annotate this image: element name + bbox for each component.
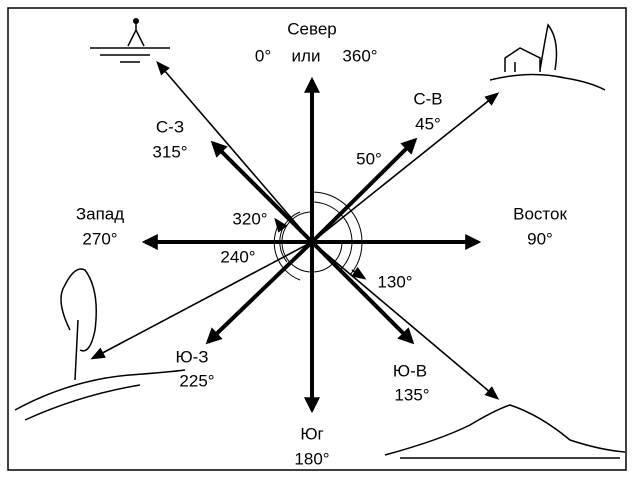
arrows <box>90 60 500 414</box>
label: 45° <box>415 114 441 133</box>
label: С-В <box>413 89 442 108</box>
label: 270° <box>82 229 117 248</box>
frame <box>7 7 627 471</box>
label: 135° <box>394 385 429 404</box>
label: или <box>292 46 321 65</box>
label: Восток <box>513 204 567 223</box>
label: 50° <box>356 149 382 168</box>
label: 130° <box>377 272 412 291</box>
label: 90° <box>527 229 553 248</box>
label: 0° <box>255 46 271 65</box>
label: Юг <box>300 424 323 443</box>
label: Ю-З <box>175 347 208 366</box>
label: Запад <box>76 204 124 223</box>
label: 315° <box>152 142 187 161</box>
label: Ю-В <box>393 361 427 380</box>
label: 320° <box>232 209 267 228</box>
label: С-З <box>156 117 184 136</box>
illustrations <box>14 18 626 459</box>
label: 360° <box>342 46 377 65</box>
label: 225° <box>179 371 214 390</box>
label: Север <box>287 19 336 38</box>
labels: Север 0° или 360° С-В 45° 50° С-З 315° З… <box>76 19 568 468</box>
label: 240° <box>220 247 255 266</box>
label: 180° <box>294 449 329 468</box>
